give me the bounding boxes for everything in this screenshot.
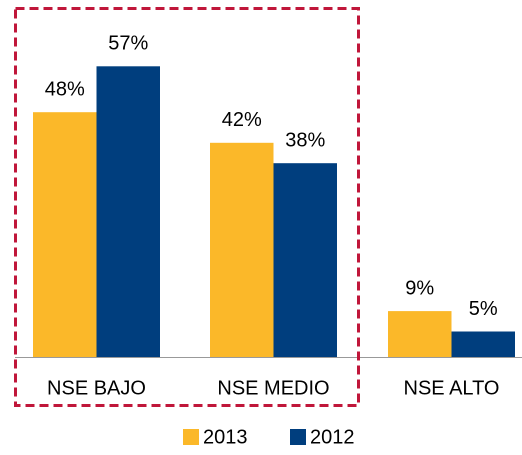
legend-swatch [290, 429, 306, 445]
value-label: 5% [469, 298, 498, 320]
bar [451, 331, 515, 357]
x-tick-label: NSE MEDIO [217, 377, 329, 399]
legend-label: 2012 [310, 426, 355, 448]
x-tick-label: NSE BAJO [47, 377, 146, 399]
legend-swatch [183, 429, 199, 445]
value-label: 38% [285, 129, 325, 151]
highlight-box [14, 7, 360, 407]
bar [96, 66, 160, 358]
bar [273, 163, 337, 357]
value-label: 42% [222, 109, 262, 131]
legend-label: 2013 [203, 426, 248, 448]
value-label: 9% [405, 277, 434, 299]
bar [33, 112, 97, 357]
x-tick-label: NSE ALTO [404, 377, 500, 399]
bar [388, 311, 452, 357]
value-label: 48% [45, 78, 85, 100]
bar [210, 142, 274, 357]
value-label: 57% [108, 33, 148, 55]
